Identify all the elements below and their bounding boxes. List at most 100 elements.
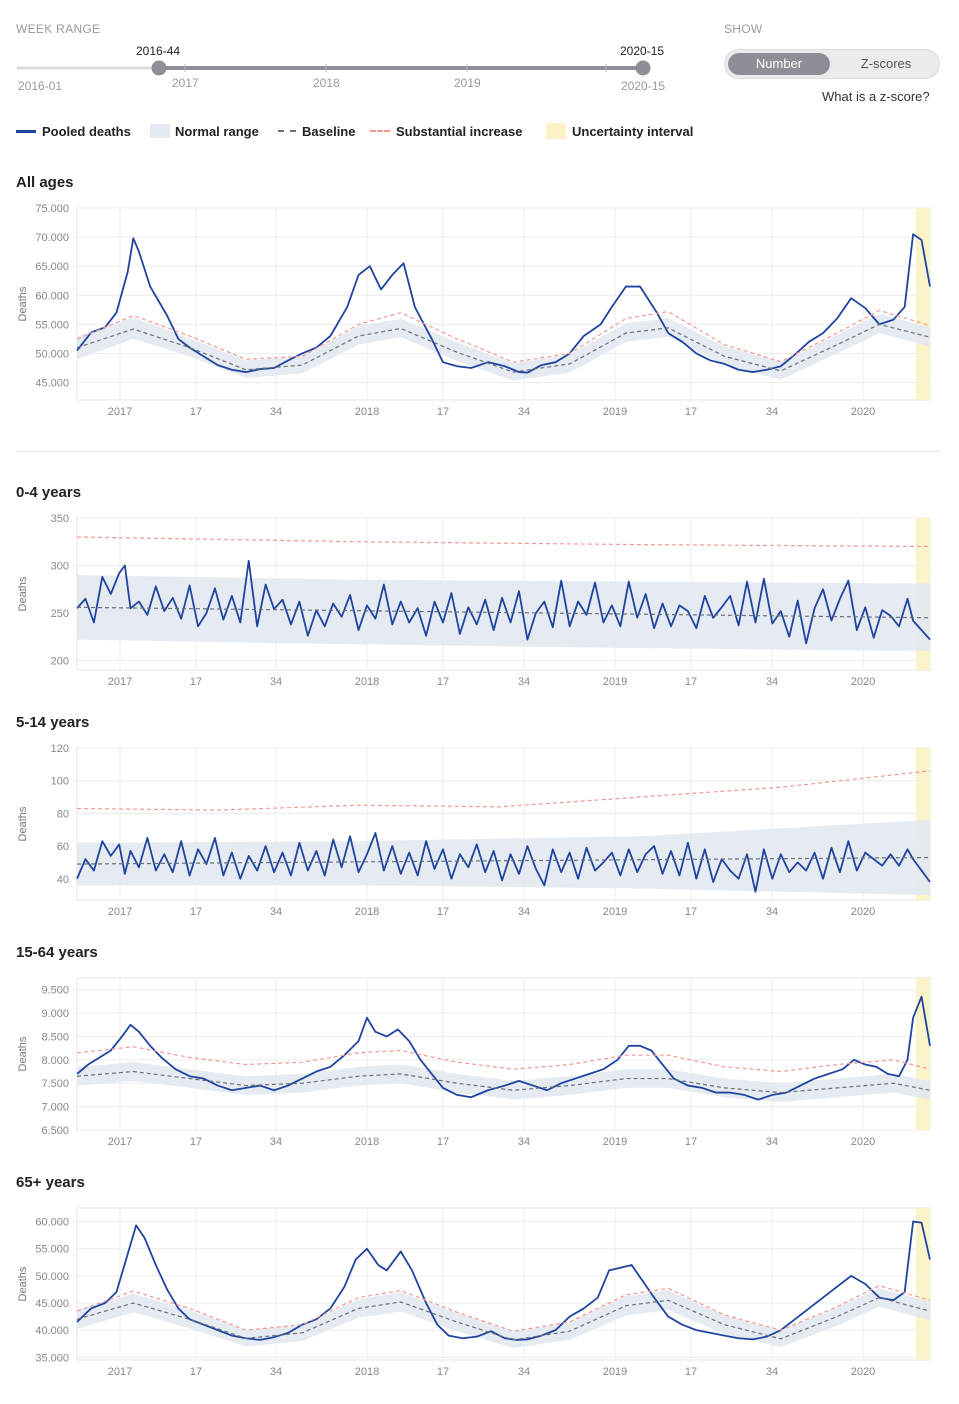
y-axis-label: Deaths — [17, 806, 29, 841]
display-mode-toggle[interactable]: Number Z-scores — [724, 49, 940, 79]
x-tick-label: 2019 — [603, 906, 627, 918]
x-tick-label: 34 — [518, 676, 530, 688]
slider-start-handle[interactable] — [151, 60, 167, 76]
track-tick-label: 2017 — [172, 76, 199, 90]
y-tick-label: 50.000 — [35, 348, 69, 360]
number-toggle-button[interactable]: Number — [728, 53, 830, 75]
x-tick-label: 34 — [270, 1366, 282, 1378]
x-tick-label: 17 — [437, 676, 449, 688]
y-axis-label: Deaths — [17, 1036, 29, 1071]
track-min-label: 2016-01 — [18, 79, 63, 93]
y-tick-label: 60 — [57, 841, 69, 853]
x-tick-label: 17 — [190, 1366, 202, 1378]
x-tick-label: 17 — [190, 906, 202, 918]
x-tick-label: 17 — [437, 906, 449, 918]
range-end-value: 2020-15 — [620, 44, 665, 58]
substantial-increase-line — [76, 309, 931, 363]
x-tick-label: 17 — [437, 1366, 449, 1378]
chart-title-15-64: 15-64 years — [16, 944, 98, 961]
zscore-help-link[interactable]: What is a z-score? — [822, 89, 930, 104]
x-tick-label: 17 — [685, 676, 697, 688]
x-tick-label: 34 — [270, 1136, 282, 1148]
y-tick-label: 55.000 — [35, 319, 69, 331]
track-tick-label: 2019 — [454, 76, 481, 90]
x-tick-label: 2017 — [108, 1366, 132, 1378]
baseline-line — [76, 1296, 931, 1341]
legend-pooled-deaths: Pooled deaths — [16, 123, 131, 139]
track-tick-label: 2018 — [313, 76, 340, 90]
pooled-deaths-line — [76, 995, 931, 1101]
x-tick-label: 2018 — [355, 676, 379, 688]
y-axis-label: Deaths — [17, 1266, 29, 1301]
chart-title-5-14: 5-14 years — [16, 714, 90, 731]
x-tick-label: 17 — [437, 1136, 449, 1148]
substantial-increase-line — [76, 1284, 931, 1332]
y-tick-label: 80 — [57, 808, 69, 820]
chart-all-ages: 75.000 70.000 65.000 60.000 55.000 50.000 45.0… — [17, 203, 931, 418]
y-tick-label: 8.000 — [41, 1055, 69, 1067]
uncertainty-band — [915, 208, 930, 400]
y-tick-label: 60.000 — [35, 290, 69, 302]
x-tick-label: 34 — [270, 906, 282, 918]
x-tick-label: 34 — [518, 906, 530, 918]
substantial-increase-line — [76, 536, 931, 548]
week-range-slider[interactable] — [0, 40, 700, 100]
legend-label: Uncertainty interval — [572, 123, 694, 139]
legend-substantial-increase: Substantial increase — [370, 123, 522, 139]
x-tick-label: 34 — [270, 406, 282, 418]
x-tick-label: 2020 — [851, 1366, 875, 1378]
y-tick-label: 8.500 — [41, 1031, 69, 1043]
chart-5-14-years: 120 100 80 60 40 2017 17 34 2018 17 34 2019 17 34 2020… — [17, 743, 931, 918]
increase-line-swatch — [370, 130, 390, 132]
x-tick-label: 34 — [518, 1136, 530, 1148]
range-start-value: 2016-44 — [136, 44, 181, 58]
x-tick-label: 34 — [766, 1366, 778, 1378]
x-tick-label: 17 — [437, 406, 449, 418]
y-tick-label: 100 — [51, 776, 69, 788]
x-tick-label: 2019 — [603, 1136, 627, 1148]
baseline-line-swatch — [278, 130, 296, 132]
chart-title-all-ages: All ages — [16, 174, 74, 191]
y-tick-label: 200 — [51, 656, 69, 668]
baseline-line — [76, 323, 931, 373]
x-tick-label: 2020 — [851, 906, 875, 918]
y-tick-label: 6.500 — [41, 1125, 69, 1137]
y-tick-label: 7.500 — [41, 1078, 69, 1090]
normal-range-area — [77, 575, 930, 651]
x-tick-label: 17 — [685, 906, 697, 918]
chart-15-64-years: 9.500 9.000 8.500 8.000 7.500 7.000 6.500 2017 1… — [17, 977, 931, 1148]
pooled-deaths-line — [76, 832, 931, 893]
slider-end-handle[interactable] — [635, 60, 651, 76]
normal-range-area — [77, 1288, 930, 1349]
y-tick-label: 250 — [51, 608, 69, 620]
y-tick-label: 120 — [51, 743, 69, 755]
zscores-toggle-button[interactable]: Z-scores — [860, 56, 912, 71]
legend-label: Baseline — [302, 123, 356, 139]
show-label: SHOW — [724, 22, 763, 36]
x-tick-label: 2017 — [108, 406, 132, 418]
x-tick-label: 17 — [685, 1136, 697, 1148]
legend-normal-range: Normal range — [150, 123, 259, 139]
y-tick-label: 45.000 — [35, 1298, 69, 1310]
x-tick-label: 34 — [518, 406, 530, 418]
y-tick-label: 9.500 — [41, 985, 69, 997]
y-tick-label: 50.000 — [35, 1271, 69, 1283]
y-axis-label: Deaths — [17, 576, 29, 611]
chart-title-0-4: 0-4 years — [16, 484, 82, 501]
x-tick-label: 2017 — [108, 1136, 132, 1148]
chart-65-plus-years: 60.000 55.000 50.000 45.000 40.000 35.000 2017… — [17, 1207, 931, 1378]
x-tick-label: 2020 — [851, 406, 875, 418]
x-tick-label: 2018 — [355, 1366, 379, 1378]
chart-title-65-plus: 65+ years — [16, 1174, 85, 1191]
baseline-line — [76, 606, 931, 619]
legend-label: Normal range — [175, 123, 259, 139]
y-tick-label: 9.000 — [41, 1008, 69, 1020]
x-tick-label: 2017 — [108, 676, 132, 688]
x-tick-label: 17 — [685, 406, 697, 418]
legend-label: Substantial increase — [396, 123, 523, 139]
y-tick-label: 60.000 — [35, 1217, 69, 1229]
y-tick-label: 350 — [51, 513, 69, 525]
y-tick-label: 35.000 — [35, 1352, 69, 1364]
x-tick-label: 34 — [766, 406, 778, 418]
y-tick-label: 40.000 — [35, 1325, 69, 1337]
